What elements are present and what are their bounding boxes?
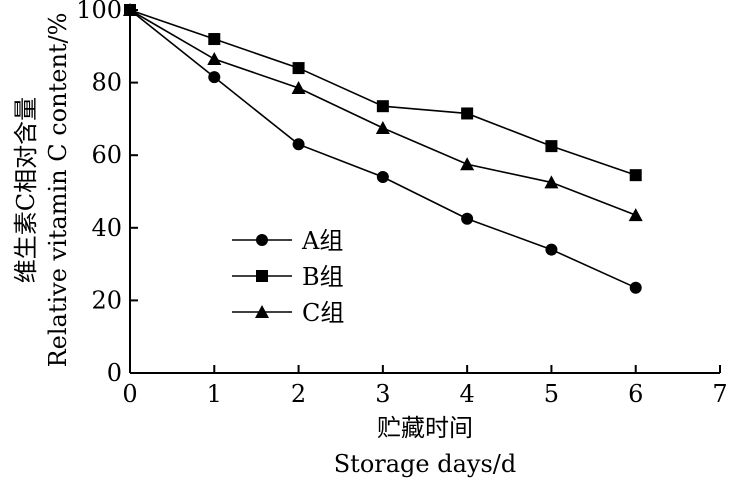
y-tick-group: 0 20 40 60 80 100	[76, 0, 138, 387]
x-tick-label: 3	[375, 380, 390, 408]
y-tick-label: 100	[76, 0, 122, 24]
series-a-point	[629, 281, 642, 294]
series-c-point	[123, 3, 137, 16]
x-axis-title-cn: 贮藏时间	[377, 414, 473, 442]
x-tick-label: 0	[122, 380, 137, 408]
series-b-point	[376, 100, 389, 113]
series-a	[124, 4, 642, 294]
legend-label-c: C组	[302, 299, 344, 327]
series-c-point	[544, 175, 559, 189]
x-tick-group: 0 1 2 3 4 5 6 7	[122, 365, 728, 408]
series-a-point	[376, 170, 389, 183]
y-tick-label: 80	[91, 69, 122, 97]
series-a-point	[461, 212, 474, 225]
legend-label-a: A组	[301, 227, 343, 255]
y-tick-label: 0	[107, 359, 122, 387]
y-axis-title-en: Relative vitamin C content/%	[44, 13, 72, 368]
y-tick-label: 20	[91, 286, 122, 314]
series-b	[124, 4, 642, 182]
legend-marker	[256, 270, 268, 282]
series-c-point	[628, 208, 643, 222]
series-c-point	[207, 52, 222, 66]
x-tick-label: 1	[207, 380, 222, 408]
series-b-point	[461, 107, 474, 120]
legend-label-b: B组	[302, 263, 344, 291]
series-c-point	[291, 81, 306, 95]
series-c-point	[375, 120, 390, 134]
series-b-point	[208, 33, 221, 46]
x-tick-label: 6	[628, 380, 643, 408]
series-a-point	[208, 71, 221, 84]
series-b-line	[129, 9, 636, 176]
x-tick-label: 5	[544, 380, 559, 408]
series-layer	[123, 3, 643, 294]
series-a-point	[292, 138, 305, 151]
x-axis-title-en: Storage days/d	[334, 450, 517, 478]
series-a-point	[545, 243, 558, 256]
legend: A组 B组 C组	[232, 227, 344, 327]
series-c-point	[460, 157, 475, 171]
series-b-point	[545, 140, 558, 153]
y-axis-title-cn: 维生素C相对含量	[12, 97, 40, 283]
x-tick-label: 2	[291, 380, 306, 408]
series-c-line	[129, 9, 637, 216]
series-b-point	[629, 169, 642, 182]
series-c	[123, 3, 643, 222]
y-tick-label: 60	[91, 141, 122, 169]
x-tick-label: 4	[460, 380, 475, 408]
series-b-point	[292, 62, 305, 75]
x-tick-label: 7	[712, 380, 727, 408]
y-tick-label: 40	[91, 214, 122, 242]
legend-marker	[256, 234, 268, 246]
legend-marker	[255, 305, 269, 318]
